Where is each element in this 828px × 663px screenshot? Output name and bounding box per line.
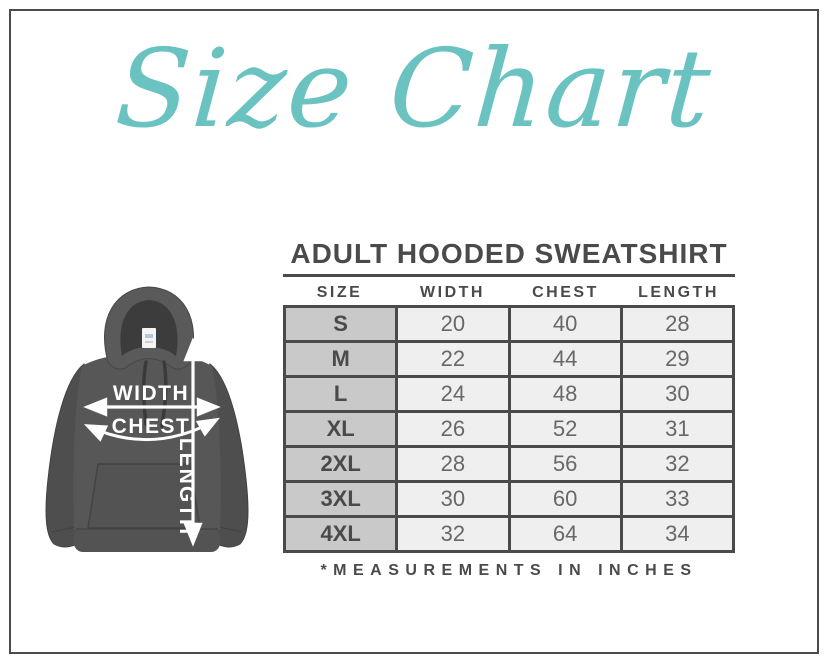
length-cell: 33 [619, 480, 736, 518]
width-cell: 32 [395, 515, 511, 553]
column-header-width: WIDTH [420, 284, 485, 301]
chest-label: CHEST [112, 415, 191, 438]
hoodie-diagram-svg: WIDTH CHEST LENGTH [45, 286, 249, 552]
column-header-length: LENGTH [638, 284, 719, 301]
size-cell: S [282, 305, 399, 343]
chest-cell: 64 [507, 515, 623, 553]
page-title: Size Chart [112, 27, 717, 152]
chest-cell: 56 [507, 445, 623, 483]
size-cell: 4XL [282, 515, 399, 553]
width-cell: 20 [395, 305, 511, 343]
size-table: S 20 40 28 M 22 44 29 L 24 48 30 [282, 305, 736, 553]
length-cell: 29 [619, 340, 736, 378]
column-header-size: SIZE [316, 284, 363, 301]
table-row: 2XL 28 56 32 [282, 445, 736, 483]
column-header-row: SIZE WIDTH CHEST LENGTH [283, 282, 735, 305]
table-row: S 20 40 28 [282, 305, 736, 343]
size-cell: XL [282, 410, 399, 448]
length-cell: 28 [619, 305, 736, 343]
length-label: LENGTH [175, 438, 198, 536]
table-row: L 24 48 30 [282, 375, 736, 413]
table-heading: ADULT HOODED SWEATSHIRT [283, 238, 735, 277]
size-table-section: ADULT HOODED SWEATSHIRT SIZE WIDTH CHEST… [282, 238, 736, 580]
chest-cell: 48 [507, 375, 623, 413]
neck-tag-print [145, 334, 153, 338]
table-row: 4XL 32 64 34 [282, 515, 736, 553]
width-cell: 30 [395, 480, 511, 518]
length-cell: 32 [619, 445, 736, 483]
width-cell: 24 [395, 375, 511, 413]
width-cell: 22 [395, 340, 511, 378]
length-cell: 30 [619, 375, 736, 413]
size-cell: M [282, 340, 399, 378]
size-cell: 2XL [282, 445, 399, 483]
hoodie-illustration: WIDTH CHEST LENGTH [30, 274, 264, 566]
table-row: 3XL 30 60 33 [282, 480, 736, 518]
table-row: XL 26 52 31 [282, 410, 736, 448]
size-cell: 3XL [282, 480, 399, 518]
length-cell: 34 [619, 515, 736, 553]
width-label: WIDTH [113, 382, 189, 405]
width-cell: 28 [395, 445, 511, 483]
chest-cell: 52 [507, 410, 623, 448]
measurements-footnote: *MEASUREMENTS IN INCHES [320, 562, 698, 579]
chest-cell: 40 [507, 305, 623, 343]
column-header-chest: CHEST [532, 284, 599, 301]
chest-cell: 44 [507, 340, 623, 378]
width-cell: 26 [395, 410, 511, 448]
table-row: M 22 44 29 [282, 340, 736, 378]
neck-tag-print-line [145, 341, 153, 343]
chest-cell: 60 [507, 480, 623, 518]
length-cell: 31 [619, 410, 736, 448]
size-cell: L [282, 375, 399, 413]
